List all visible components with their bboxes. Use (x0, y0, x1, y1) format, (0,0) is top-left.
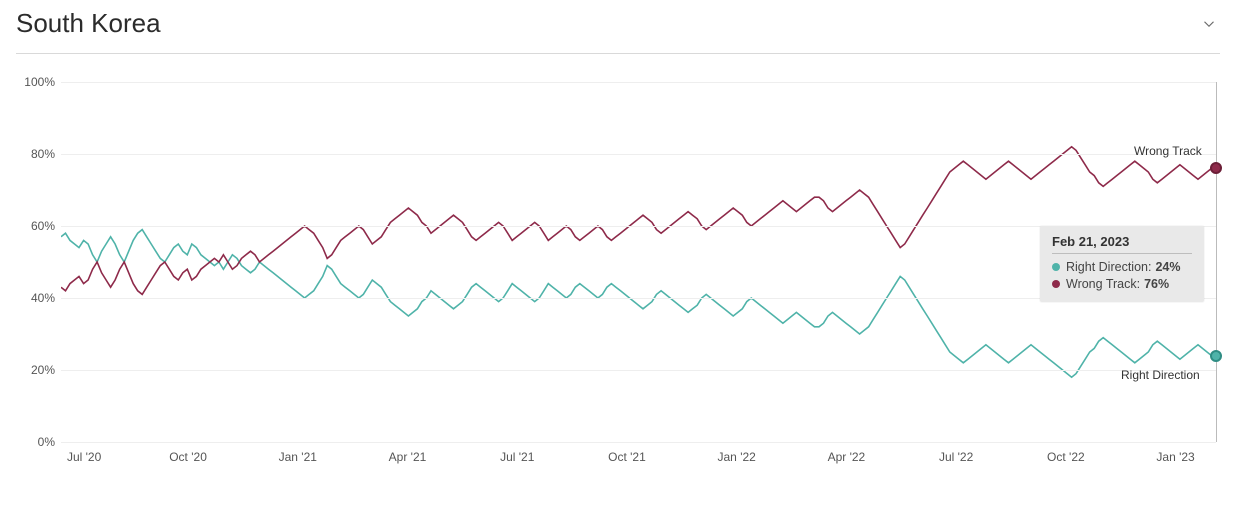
grid-line (61, 442, 1216, 443)
grid-line (61, 82, 1216, 83)
x-axis-label: Oct '21 (608, 450, 646, 464)
series-end-label: Right Direction (1121, 368, 1200, 382)
x-axis-label: Jul '20 (67, 450, 101, 464)
y-axis-label: 60% (31, 219, 55, 233)
page-title: South Korea (16, 8, 161, 39)
x-axis-label: Apr '21 (389, 450, 427, 464)
chevron-down-icon (1200, 15, 1218, 33)
tooltip-date: Feb 21, 2023 (1052, 234, 1192, 254)
y-axis-label: 20% (31, 363, 55, 377)
x-axis-label: Jan '21 (279, 450, 317, 464)
chart-tooltip: Feb 21, 2023 Right Direction: 24% Wrong Tra… (1040, 226, 1204, 302)
tooltip-row: Wrong Track: 76% (1052, 277, 1192, 291)
y-axis-label: 80% (31, 147, 55, 161)
tooltip-series-value: 76% (1144, 277, 1169, 291)
tooltip-series-label: Wrong Track: (1066, 277, 1140, 291)
tooltip-series-label: Right Direction: (1066, 260, 1151, 274)
x-axis-label: Oct '22 (1047, 450, 1085, 464)
series-end-dot (1210, 350, 1222, 362)
y-axis-label: 0% (38, 435, 55, 449)
series-end-dot (1210, 162, 1222, 174)
tooltip-dot (1052, 263, 1060, 271)
grid-line (61, 154, 1216, 155)
y-axis-label: 40% (31, 291, 55, 305)
direction-chart[interactable]: 0%20%40%60%80%100%Jul '20Oct '20Jan '21A… (61, 82, 1216, 442)
hover-line (1216, 82, 1217, 442)
y-axis-label: 100% (24, 75, 55, 89)
series-end-label: Wrong Track (1134, 144, 1202, 158)
tooltip-row: Right Direction: 24% (1052, 260, 1192, 274)
grid-line (61, 370, 1216, 371)
x-axis-label: Jan '22 (718, 450, 756, 464)
collapse-toggle[interactable] (1198, 13, 1220, 35)
x-axis-label: Jan '23 (1156, 450, 1194, 464)
x-axis-label: Jul '22 (939, 450, 973, 464)
x-axis-label: Apr '22 (828, 450, 866, 464)
tooltip-dot (1052, 280, 1060, 288)
x-axis-label: Oct '20 (169, 450, 207, 464)
x-axis-label: Jul '21 (500, 450, 534, 464)
tooltip-series-value: 24% (1155, 260, 1180, 274)
